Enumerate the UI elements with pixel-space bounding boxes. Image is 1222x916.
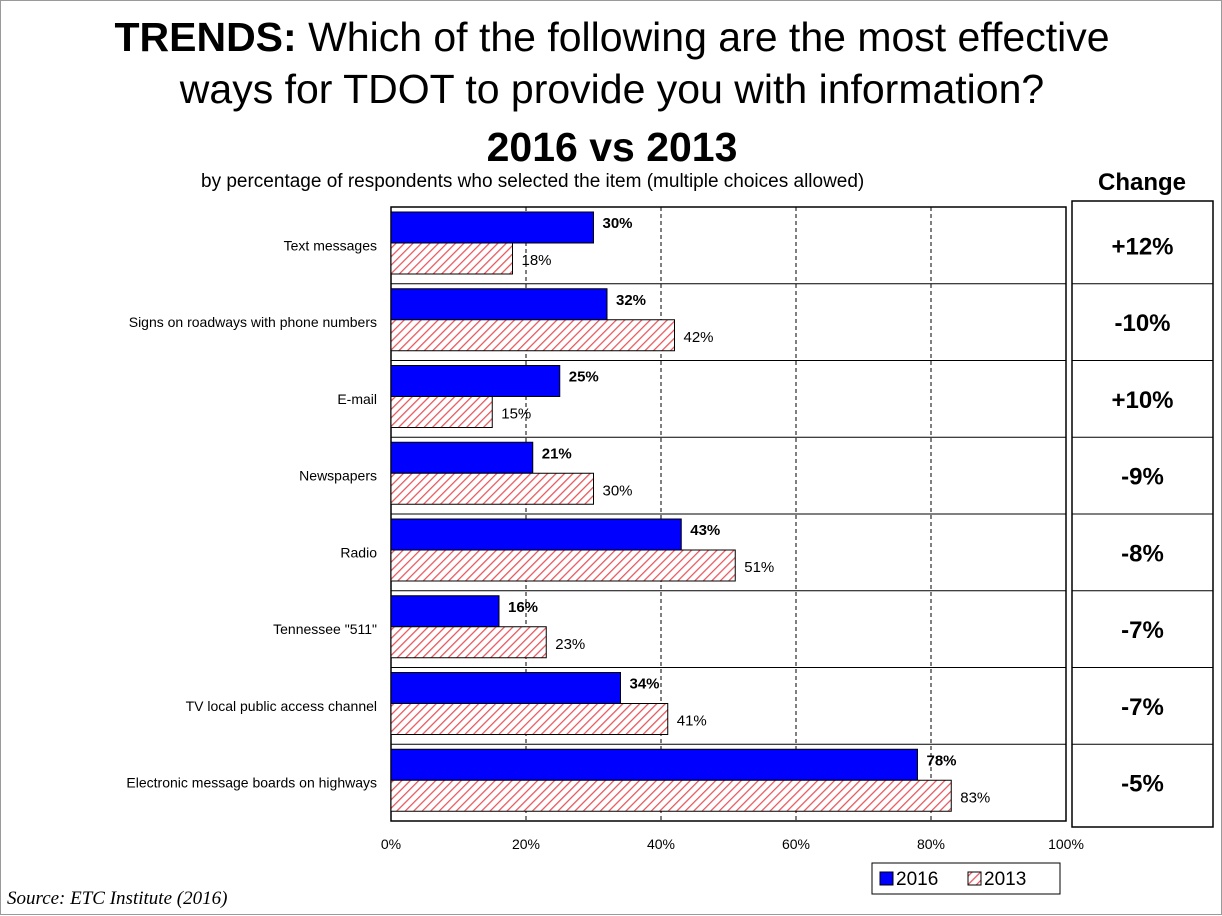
data-label-2013: 23% bbox=[555, 636, 585, 653]
data-label-2016: 21% bbox=[542, 445, 572, 462]
x-tick-label: 100% bbox=[1048, 836, 1084, 852]
bar-2016 bbox=[390, 672, 621, 704]
data-label-2013: 42% bbox=[684, 329, 714, 346]
change-value: -10% bbox=[1114, 310, 1170, 337]
change-value: +12% bbox=[1111, 233, 1173, 260]
change-value: -9% bbox=[1121, 464, 1164, 491]
legend-label-2016: 2016 bbox=[896, 869, 938, 890]
data-label-2016: 16% bbox=[508, 599, 538, 616]
bar-2013 bbox=[390, 242, 513, 275]
legend: 2016 2013 bbox=[871, 862, 1061, 895]
category-label: Signs on roadways with phone numbers bbox=[129, 314, 377, 330]
bars bbox=[390, 211, 952, 812]
change-value: -5% bbox=[1121, 771, 1164, 798]
data-label-2013: 83% bbox=[960, 789, 990, 806]
chart-title-rest: Which of the following are the most effe… bbox=[296, 14, 1110, 60]
change-value: -7% bbox=[1121, 694, 1164, 721]
bar-2013 bbox=[390, 626, 547, 659]
category-label: E-mail bbox=[337, 391, 377, 407]
category-label: Newspapers bbox=[299, 468, 377, 484]
change-value: -7% bbox=[1121, 617, 1164, 644]
data-label-2013: 30% bbox=[603, 482, 633, 499]
change-value: -8% bbox=[1121, 540, 1164, 567]
data-label-2016: 32% bbox=[616, 292, 646, 309]
source-note: Source: ETC Institute (2016) bbox=[7, 888, 228, 909]
change-value: +10% bbox=[1111, 387, 1173, 414]
category-label: Radio bbox=[340, 544, 377, 560]
bar-2016 bbox=[390, 441, 534, 474]
chart-title-years: 2016 vs 2013 bbox=[486, 124, 738, 170]
chart-title-line-2: ways for TDOT to provide you with inform… bbox=[179, 66, 1045, 112]
bar-2016 bbox=[390, 288, 608, 321]
bar-2013 bbox=[390, 472, 594, 505]
data-label-2016: 34% bbox=[630, 676, 660, 693]
change-column: +12% -10% +10% -9% -8% -7% -7% -5% bbox=[1111, 233, 1173, 797]
data-label-2013: 41% bbox=[677, 713, 707, 730]
legend-swatch-2016 bbox=[879, 871, 894, 886]
category-label: Tennessee "511" bbox=[273, 621, 377, 637]
data-labels: 30% 18% 32% 42% 25% 15% 21% 30% 43% 51% 16% 23% 34% 4… bbox=[501, 215, 990, 806]
bar-2013 bbox=[390, 779, 952, 812]
bar-2016 bbox=[390, 748, 918, 781]
legend-box bbox=[871, 862, 1061, 895]
bar-2013 bbox=[390, 703, 669, 735]
bar-2013 bbox=[390, 319, 675, 352]
category-labels: Text messages Signs on roadways with phon… bbox=[126, 237, 377, 790]
x-tick-label: 60% bbox=[782, 836, 810, 852]
bar-2013 bbox=[390, 396, 493, 428]
bar-2016 bbox=[390, 518, 682, 551]
data-label-2016: 25% bbox=[569, 369, 599, 386]
x-tick-label: 40% bbox=[647, 836, 675, 852]
chart-subtitle: by percentage of respondents who selecte… bbox=[201, 171, 865, 192]
bar-2013 bbox=[390, 549, 736, 582]
chart-title-line-1: TRENDS: Which of the following are the m… bbox=[1, 13, 1222, 61]
x-tick-label: 0% bbox=[381, 836, 401, 852]
chart-title-bold: TRENDS: bbox=[114, 14, 297, 60]
legend-label-2013: 2013 bbox=[984, 869, 1026, 890]
data-label-2016: 30% bbox=[603, 215, 633, 232]
data-label-2013: 51% bbox=[744, 559, 774, 576]
data-label-2013: 15% bbox=[501, 406, 531, 423]
change-column-header: Change bbox=[1097, 169, 1186, 196]
category-label: Text messages bbox=[284, 237, 377, 253]
x-axis-ticks: 0% 20% 40% 60% 80% 100% bbox=[381, 836, 1084, 852]
bar-2016 bbox=[390, 595, 500, 628]
legend-swatch-2013 bbox=[967, 871, 982, 886]
category-label: TV local public access channel bbox=[186, 698, 377, 714]
plot-area bbox=[390, 200, 1214, 828]
x-tick-label: 80% bbox=[917, 836, 945, 852]
bar-2016 bbox=[390, 211, 594, 244]
data-label-2013: 18% bbox=[522, 252, 552, 269]
data-label-2016: 78% bbox=[927, 752, 957, 769]
x-tick-label: 20% bbox=[512, 836, 540, 852]
bar-2016 bbox=[390, 365, 561, 397]
data-label-2016: 43% bbox=[690, 522, 720, 539]
category-label: Electronic message boards on highways bbox=[126, 775, 377, 791]
